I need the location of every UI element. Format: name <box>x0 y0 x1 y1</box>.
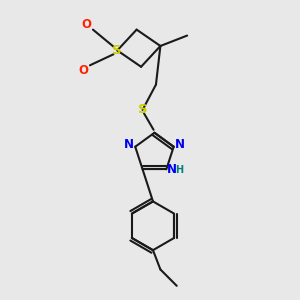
Text: S: S <box>112 44 122 57</box>
Text: N: N <box>167 164 177 176</box>
Text: H: H <box>175 165 183 175</box>
Text: O: O <box>78 64 88 77</box>
Text: N: N <box>124 138 134 151</box>
Text: O: O <box>81 18 91 31</box>
Text: S: S <box>138 103 147 116</box>
Text: N: N <box>175 138 185 151</box>
